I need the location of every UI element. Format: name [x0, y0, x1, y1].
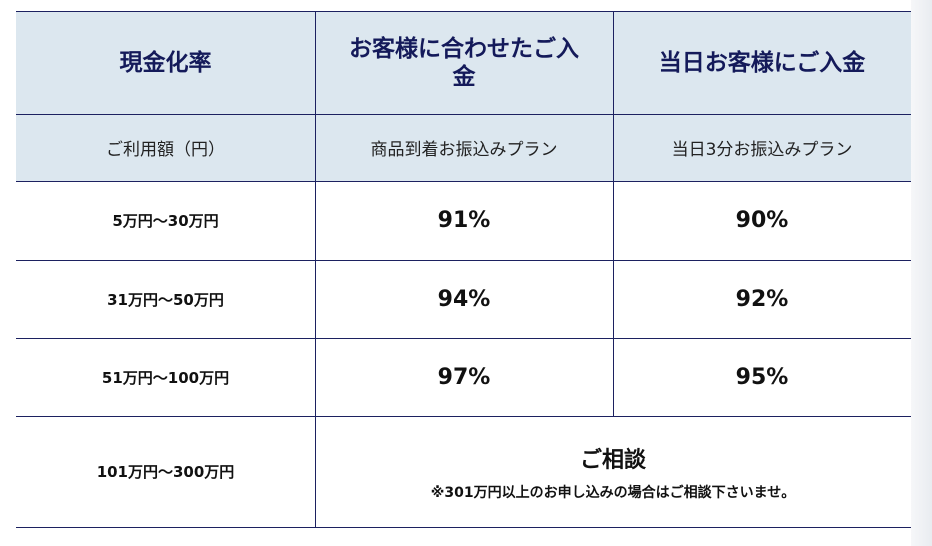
rate-cell: 97% [437, 364, 491, 390]
row-border [16, 114, 911, 115]
subheader-cell: 当日3分お振込みプラン [613, 114, 911, 181]
row-border [16, 11, 911, 12]
column-border [315, 11, 316, 527]
row-border [16, 416, 911, 417]
rate-cell: 94% [437, 286, 491, 312]
rate-cell: 90% [735, 208, 789, 233]
row-border [16, 181, 911, 182]
rate-cell: 92% [735, 286, 789, 312]
range-cell: 51万円～100万円 [101, 368, 230, 387]
row-border [16, 338, 911, 339]
scrollbar-edge [911, 0, 932, 546]
row-border [16, 260, 911, 261]
header-cell: 現金化率 [16, 11, 315, 114]
subheader-cell: 商品到着お振込みプラン [315, 114, 613, 181]
consult-title: ご相談 [579, 447, 646, 473]
range-cell: 31万円～50万円 [107, 290, 224, 309]
row-border [16, 527, 911, 528]
header-cell: お客様に合わせたご入金 [315, 11, 613, 114]
range-cell: 5万円～30万円 [112, 212, 219, 230]
header-cell: 当日お客様にご入金 [613, 11, 911, 114]
rate-cell: 91% [437, 208, 491, 233]
subheader-cell: ご利用額（円） [16, 114, 315, 181]
consult-cell: ご相談 ※301万円以上のお申し込みの場合はご相談下さいませ。 [315, 416, 911, 527]
rate-cell: 95% [735, 364, 789, 390]
column-border [613, 11, 614, 416]
consult-note: ※301万円以上のお申し込みの場合はご相談下さいませ。 [430, 484, 796, 501]
range-cell: 101万円～300万円 [96, 463, 235, 481]
